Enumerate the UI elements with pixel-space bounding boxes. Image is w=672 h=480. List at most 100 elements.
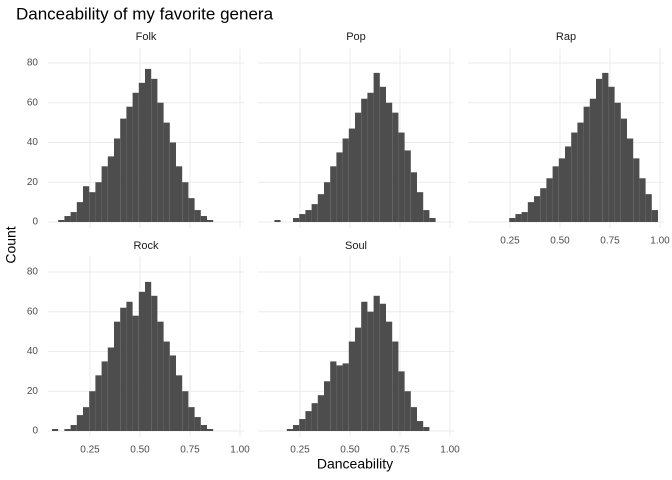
bar [207, 220, 214, 222]
bar [120, 118, 127, 222]
bar [342, 363, 349, 431]
bar [509, 218, 516, 222]
bar [527, 202, 534, 222]
bar [101, 361, 108, 431]
bar [299, 214, 306, 222]
bar [311, 403, 318, 431]
bar [546, 178, 553, 222]
bar [305, 411, 312, 431]
bar [373, 72, 380, 222]
bar [361, 98, 368, 222]
bar [76, 202, 83, 222]
x-tick-label: 1.00 [440, 445, 460, 456]
bar [577, 122, 584, 222]
bar [627, 138, 634, 222]
y-tick-label: 40 [27, 137, 39, 148]
bar [336, 152, 343, 222]
y-tick-label: 60 [27, 97, 39, 108]
y-tick-label: 80 [27, 267, 39, 278]
x-axis-title: Danceability [317, 456, 393, 472]
y-tick-label: 0 [32, 426, 38, 437]
bar [410, 407, 417, 431]
bar [293, 218, 300, 222]
strip-label: Folk [136, 31, 157, 43]
chart-title: Danceability of my favorite genera [16, 4, 274, 23]
bar [552, 166, 559, 222]
bar [324, 182, 331, 222]
bar [114, 321, 121, 431]
bar [317, 194, 324, 222]
bar [423, 210, 430, 222]
bar [157, 102, 164, 222]
bar [157, 321, 164, 431]
bar [311, 204, 318, 222]
bar [188, 407, 195, 431]
x-tick-label: 1.00 [650, 236, 670, 247]
x-tick-label: 0.75 [600, 236, 620, 247]
bar [392, 341, 399, 431]
bar [58, 220, 65, 222]
bar [107, 347, 114, 431]
x-tick-label: 0.75 [390, 445, 410, 456]
bar [429, 218, 436, 222]
bar [95, 182, 102, 222]
bar [386, 321, 393, 431]
bar [348, 341, 355, 431]
bar [274, 220, 281, 222]
bar [120, 307, 127, 431]
bar [169, 142, 176, 222]
bar [379, 303, 386, 431]
bar [114, 138, 121, 222]
bar [151, 295, 158, 431]
bar [305, 210, 312, 222]
bar [392, 112, 399, 222]
bar [188, 198, 195, 222]
y-axis-title: Count [3, 226, 19, 263]
y-tick-label: 0 [32, 217, 38, 228]
bar [589, 98, 596, 222]
bar [423, 427, 430, 431]
y-tick-label: 40 [27, 346, 39, 357]
bar [83, 407, 90, 431]
bar [330, 166, 337, 222]
bar [163, 122, 170, 222]
y-tick-label: 20 [27, 386, 39, 397]
x-tick-label: 0.50 [550, 236, 570, 247]
bar [83, 186, 90, 222]
bar [342, 138, 349, 222]
bar [169, 355, 176, 431]
bar [163, 341, 170, 431]
bar [620, 118, 627, 222]
bar [151, 78, 158, 222]
bar [398, 371, 405, 431]
y-tick-label: 20 [27, 177, 39, 188]
bar [64, 216, 71, 222]
x-tick-label: 0.25 [500, 236, 520, 247]
bar [361, 301, 368, 431]
bar [317, 395, 324, 431]
bar [410, 172, 417, 222]
bar [145, 281, 152, 431]
bar [367, 92, 374, 222]
bar [515, 214, 522, 222]
bar [348, 128, 355, 222]
bar [336, 365, 343, 431]
x-tick-label: 0.25 [290, 445, 310, 456]
bar [182, 182, 189, 222]
bar [355, 327, 362, 431]
bar [89, 192, 96, 222]
x-tick-label: 0.75 [180, 445, 200, 456]
bar [373, 295, 380, 431]
strip-label: Pop [346, 31, 366, 43]
bar [596, 78, 603, 222]
bar [101, 166, 108, 222]
x-tick-label: 1.00 [230, 445, 250, 456]
bar [70, 425, 77, 431]
bar [540, 188, 547, 222]
bar [639, 178, 646, 222]
bar [293, 425, 300, 431]
bar [145, 68, 152, 222]
bar [614, 102, 621, 222]
bar [324, 381, 331, 431]
bar [386, 102, 393, 222]
